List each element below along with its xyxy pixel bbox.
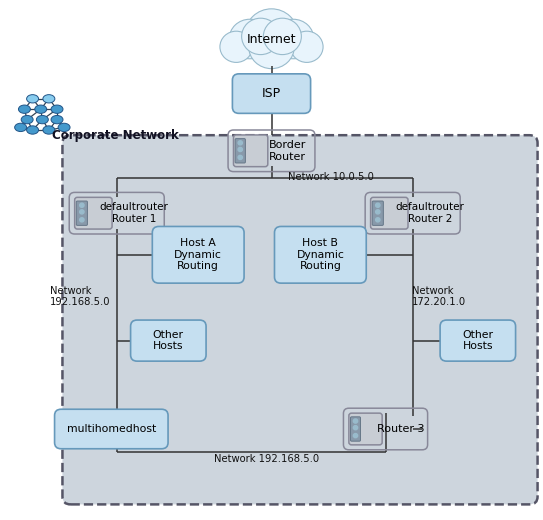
FancyBboxPatch shape — [62, 135, 538, 504]
Ellipse shape — [51, 115, 63, 124]
FancyBboxPatch shape — [440, 320, 516, 361]
Ellipse shape — [43, 95, 55, 103]
Text: defaultrouter
Router 2: defaultrouter Router 2 — [396, 202, 464, 224]
FancyBboxPatch shape — [371, 198, 408, 229]
Circle shape — [245, 9, 298, 59]
FancyBboxPatch shape — [349, 413, 382, 445]
Ellipse shape — [15, 123, 27, 132]
Ellipse shape — [58, 123, 70, 132]
Text: Other
Hosts: Other Hosts — [462, 330, 494, 352]
Circle shape — [80, 203, 84, 207]
FancyBboxPatch shape — [232, 74, 311, 113]
Ellipse shape — [43, 126, 55, 134]
FancyBboxPatch shape — [235, 139, 245, 163]
Circle shape — [238, 155, 242, 160]
FancyBboxPatch shape — [77, 201, 87, 225]
Ellipse shape — [27, 126, 39, 134]
Circle shape — [80, 210, 84, 214]
Text: Router 3: Router 3 — [377, 424, 425, 434]
Circle shape — [376, 210, 380, 214]
Ellipse shape — [51, 105, 63, 113]
Text: Border
Router: Border Router — [269, 140, 306, 162]
Circle shape — [249, 25, 294, 69]
Text: Network 192.168.5.0: Network 192.168.5.0 — [213, 453, 319, 464]
Circle shape — [263, 18, 301, 55]
FancyBboxPatch shape — [130, 320, 206, 361]
FancyBboxPatch shape — [274, 227, 366, 283]
Ellipse shape — [21, 115, 33, 124]
Text: Host A
Dynamic
Routing: Host A Dynamic Routing — [174, 238, 222, 271]
FancyBboxPatch shape — [351, 417, 361, 441]
Text: Corporate Network: Corporate Network — [52, 129, 179, 142]
Text: Network 10.0.5.0: Network 10.0.5.0 — [288, 172, 374, 182]
Circle shape — [291, 31, 323, 62]
FancyBboxPatch shape — [54, 409, 168, 449]
Circle shape — [238, 141, 242, 145]
FancyBboxPatch shape — [233, 135, 268, 167]
Ellipse shape — [18, 105, 30, 113]
Circle shape — [80, 218, 84, 222]
FancyBboxPatch shape — [152, 227, 244, 283]
Ellipse shape — [35, 105, 47, 113]
Text: Network
172.20.1.0: Network 172.20.1.0 — [412, 285, 466, 307]
Ellipse shape — [27, 95, 39, 103]
Text: Network
192.168.5.0: Network 192.168.5.0 — [50, 285, 111, 307]
Text: defaultrouter
Router 1: defaultrouter Router 1 — [100, 202, 168, 224]
FancyBboxPatch shape — [372, 201, 383, 225]
Circle shape — [229, 19, 270, 59]
Text: Host B
Dynamic
Routing: Host B Dynamic Routing — [296, 238, 344, 271]
Text: Internet: Internet — [247, 33, 296, 46]
Circle shape — [376, 203, 380, 207]
FancyBboxPatch shape — [75, 198, 112, 229]
Circle shape — [353, 425, 358, 430]
Circle shape — [242, 18, 280, 55]
Circle shape — [376, 218, 380, 222]
Circle shape — [220, 31, 252, 62]
Circle shape — [353, 419, 358, 423]
Text: multihomedhost: multihomedhost — [67, 424, 156, 434]
Ellipse shape — [36, 115, 48, 124]
Circle shape — [353, 434, 358, 438]
Text: ISP: ISP — [262, 87, 281, 100]
Circle shape — [238, 147, 242, 151]
Circle shape — [273, 19, 314, 59]
Text: Other
Hosts: Other Hosts — [153, 330, 184, 352]
